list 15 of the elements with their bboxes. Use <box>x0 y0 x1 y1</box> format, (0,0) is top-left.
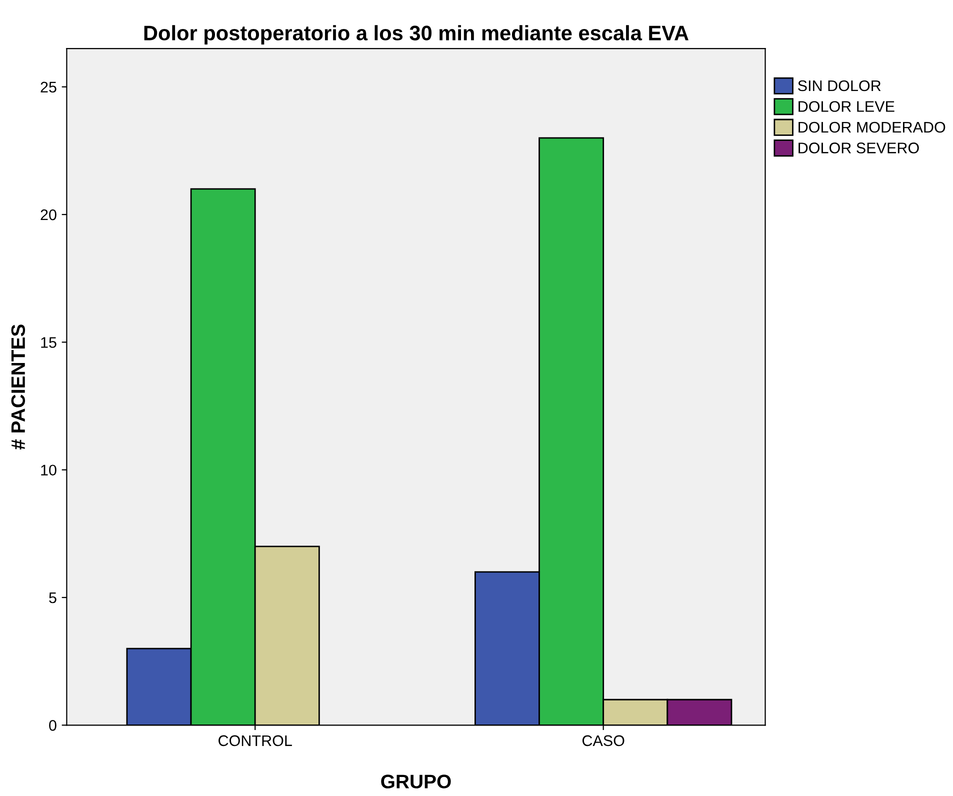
legend-label: SIN DOLOR <box>798 80 881 92</box>
y-tick-label: 25 <box>40 82 56 93</box>
legend-label: DOLOR MODERADO <box>798 122 946 133</box>
legend-label: DOLOR LEVE <box>798 101 894 112</box>
y-tick-label: 0 <box>49 720 56 731</box>
y-tick-label: 5 <box>49 592 56 604</box>
chart-title: Dolor postoperatorio a los 30 min mediante escala EVA <box>144 25 688 45</box>
legend-label: DOLOR SEVERO <box>798 142 919 154</box>
x-axis-title: GRUPO <box>381 774 451 788</box>
y-tick-label: 20 <box>40 209 56 220</box>
y-axis-title: # PACIENTES <box>11 324 26 450</box>
y-tick-label: 15 <box>41 337 56 348</box>
x-tick-label: CASO <box>582 735 624 746</box>
x-tick-label: CONTROL <box>218 735 292 746</box>
y-tick-label: 10 <box>41 464 56 476</box>
